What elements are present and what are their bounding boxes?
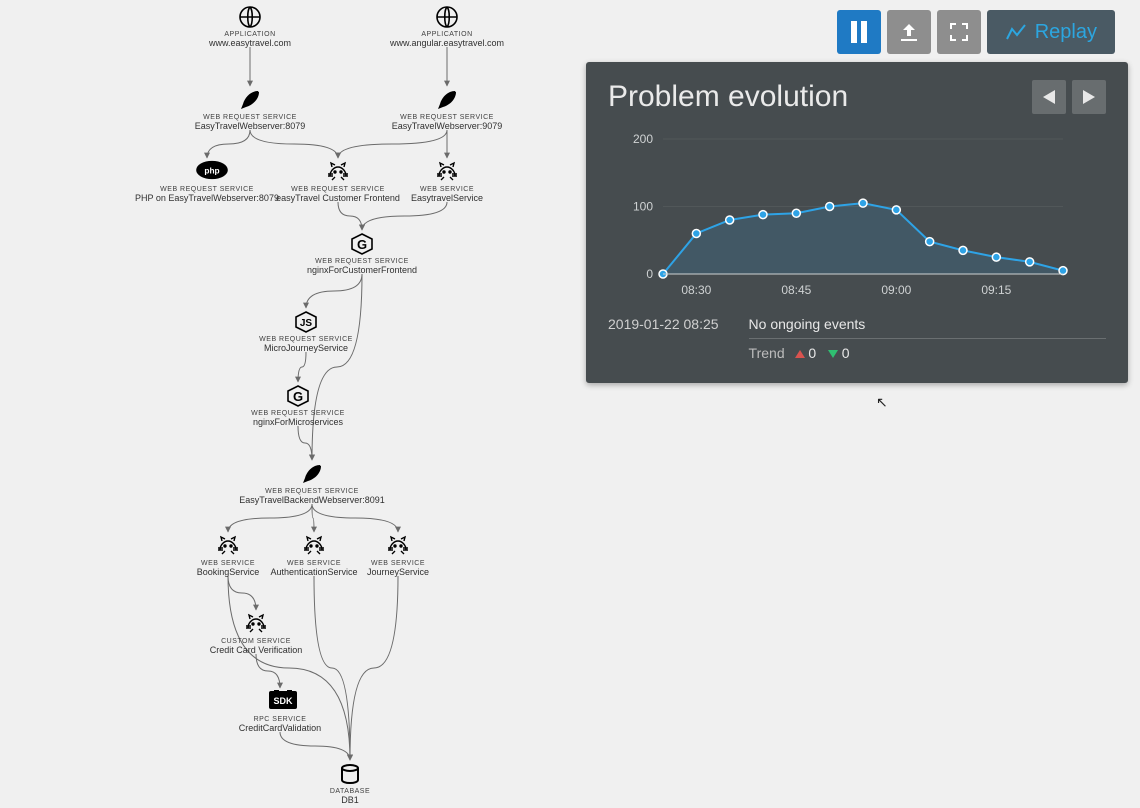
svg-text:SDK: SDK [273, 696, 293, 706]
node-type: APPLICATION [367, 31, 527, 38]
php-icon: php [195, 160, 219, 184]
svg-text:09:15: 09:15 [981, 283, 1011, 297]
events-line: No ongoing events [749, 316, 1106, 339]
node-type: WEB SERVICE [318, 560, 478, 567]
timestamp: 2019-01-22 08:25 [608, 316, 719, 361]
svg-text:G: G [293, 389, 303, 404]
node-label: CreditCardValidation [200, 723, 360, 733]
svg-text:php: php [204, 165, 219, 175]
node-label: nginxForMicroservices [218, 417, 378, 427]
node-ets[interactable]: WEB SERVICEEasytravelService [367, 160, 527, 203]
svg-text:100: 100 [633, 200, 653, 214]
node-label: DB1 [270, 795, 430, 805]
globe-icon [238, 5, 262, 29]
node-label: EasytravelService [367, 193, 527, 203]
node-type: WEB REQUEST SERVICE [170, 114, 330, 121]
replay-label: Replay [1035, 21, 1097, 44]
node-type: WEB REQUEST SERVICE [218, 410, 378, 417]
tomcat-icon [244, 612, 268, 636]
nodejs-icon: JS [294, 310, 318, 334]
node-bw[interactable]: WEB REQUEST SERVICEEasyTravelBackendWebs… [232, 462, 392, 505]
svg-text:08:45: 08:45 [781, 283, 811, 297]
chart-prev-button[interactable] [1032, 80, 1066, 114]
node-app1[interactable]: APPLICATIONwww.easytravel.com [170, 5, 330, 48]
pause-button[interactable] [837, 10, 881, 54]
replay-button[interactable]: Replay [987, 10, 1115, 54]
node-type: RPC SERVICE [200, 716, 360, 723]
node-label: nginxForCustomerFrontend [282, 265, 442, 275]
sdk-icon: SDK [268, 690, 292, 714]
node-type: WEB REQUEST SERVICE [226, 336, 386, 343]
node-web1[interactable]: WEB REQUEST SERVICEEasyTravelWebserver:8… [170, 88, 330, 131]
svg-text:JS: JS [300, 318, 313, 329]
chart-next-button[interactable] [1072, 80, 1106, 114]
node-mjs[interactable]: JS WEB REQUEST SERVICEMicroJourneyService [226, 310, 386, 353]
feather-icon [435, 88, 459, 112]
tomcat-icon [326, 160, 350, 184]
nginx-icon: G [350, 232, 374, 256]
node-ccv[interactable]: CUSTOM SERVICECredit Card Verification [176, 612, 336, 655]
feather-icon [238, 88, 262, 112]
db-icon [338, 762, 362, 786]
node-label: Credit Card Verification [176, 645, 336, 655]
node-ngc[interactable]: G WEB REQUEST SERVICEnginxForCustomerFron… [282, 232, 442, 275]
node-label: MicroJourneyService [226, 343, 386, 353]
problem-evolution-panel: Problem evolution 010020008:3008:4509:00… [586, 62, 1128, 383]
trend-up-icon [795, 350, 805, 358]
node-label: EasyTravelBackendWebserver:8091 [232, 495, 392, 505]
node-jrs[interactable]: WEB SERVICEJourneyService [318, 534, 478, 577]
evolution-chart: 0 100 200 08:30 08:45 09:00 09:15 [608, 124, 1068, 304]
globe-icon [435, 5, 459, 29]
node-web2[interactable]: WEB REQUEST SERVICEEasyTravelWebserver:9… [367, 88, 527, 131]
trend-down-icon [828, 350, 838, 358]
nginx-icon: G [286, 384, 310, 408]
node-label: EasyTravelWebserver:9079 [367, 121, 527, 131]
node-label: www.angular.easytravel.com [367, 38, 527, 48]
node-type: WEB SERVICE [367, 186, 527, 193]
trend-up-count: 0 [808, 345, 816, 361]
node-db[interactable]: DATABASEDB1 [270, 762, 430, 805]
node-type: WEB REQUEST SERVICE [232, 488, 392, 495]
trend-label: Trend [749, 345, 785, 361]
node-type: WEB REQUEST SERVICE [282, 258, 442, 265]
node-label: JourneyService [318, 567, 478, 577]
node-label: EasyTravelWebserver:8079 [170, 121, 330, 131]
node-type: APPLICATION [170, 31, 330, 38]
svg-text:08:30: 08:30 [681, 283, 711, 297]
svg-text:09:00: 09:00 [881, 283, 911, 297]
svg-text:200: 200 [633, 132, 653, 146]
node-label: www.easytravel.com [170, 38, 330, 48]
node-ccv2[interactable]: SDK RPC SERVICECreditCardValidation [200, 690, 360, 733]
svg-text:G: G [357, 237, 367, 252]
tomcat-icon [386, 534, 410, 558]
upload-button[interactable] [887, 10, 931, 54]
trend-down-count: 0 [842, 345, 850, 361]
node-type: CUSTOM SERVICE [176, 638, 336, 645]
cursor-icon: ↖ [876, 394, 888, 411]
feather-icon [300, 462, 324, 486]
node-ngm[interactable]: G WEB REQUEST SERVICEnginxForMicroservice… [218, 384, 378, 427]
node-type: DATABASE [270, 788, 430, 795]
fullscreen-button[interactable] [937, 10, 981, 54]
svg-text:0: 0 [646, 267, 653, 281]
tomcat-icon [435, 160, 459, 184]
node-app2[interactable]: APPLICATIONwww.angular.easytravel.com [367, 5, 527, 48]
node-type: WEB REQUEST SERVICE [367, 114, 527, 121]
